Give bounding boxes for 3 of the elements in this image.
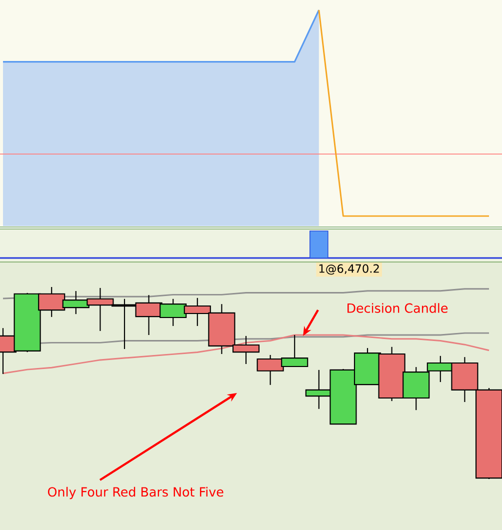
text: Only Four Red Bars Not Five	[48, 486, 224, 500]
annotation: Decision Candle	[348, 303, 448, 313]
text: 1@6,470.2	[319, 264, 379, 275]
